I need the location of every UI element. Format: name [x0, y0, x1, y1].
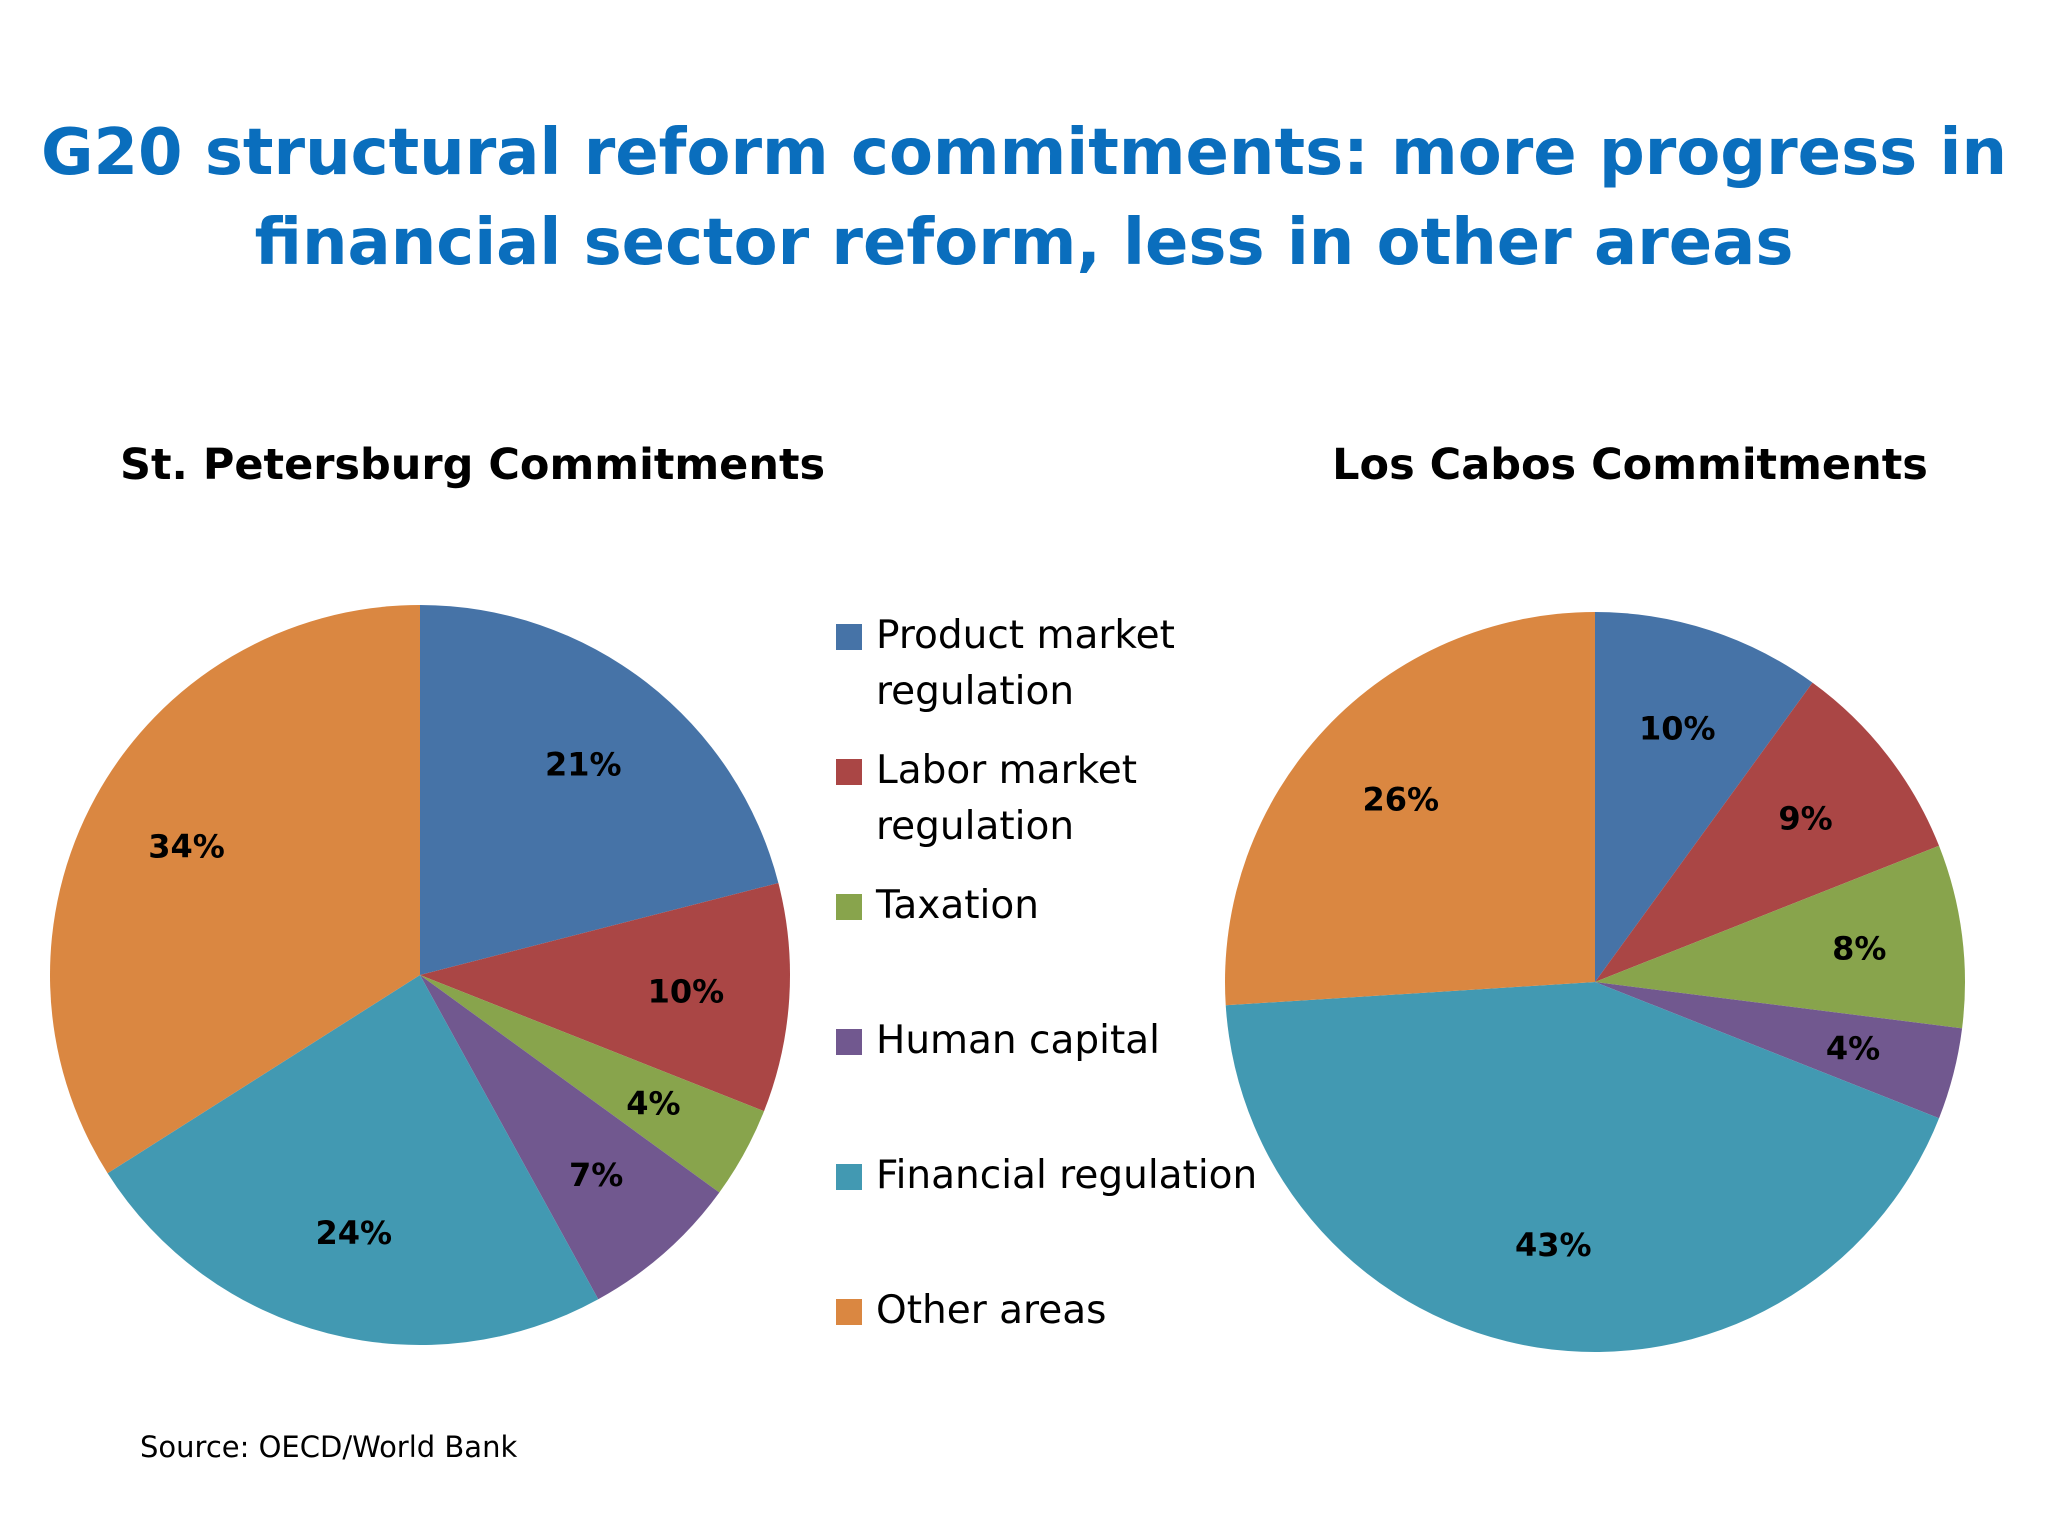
pie-slice-los-cabos-human-capital [1595, 982, 1963, 1119]
legend-swatch-human-capital [836, 1029, 862, 1055]
legend-swatch-other [836, 1299, 862, 1325]
legend-item-taxation: Taxation [836, 878, 1276, 934]
legend-label-taxation: Taxation [876, 883, 1039, 928]
pie-label-los-cabos-taxation: 8% [1832, 930, 1886, 968]
legend-swatch-taxation [836, 894, 862, 920]
chart-title-los-cabos: Los Cabos Commitments [1332, 440, 1928, 490]
pie-slice-los-cabos-financial [1225, 982, 1940, 1352]
pie-slice-st-petersburg-other [50, 605, 421, 1174]
pie-slice-los-cabos-labor-market [1595, 682, 1940, 982]
pie-slice-los-cabos-product-market [1595, 612, 1813, 982]
legend-label-labor-market: Labor market regulation [876, 748, 1138, 849]
legend-item-product-market: Product market regulation [836, 608, 1276, 720]
pie-chart-st-petersburg: 21% 10% 4%7% 24% 34% [50, 605, 791, 1345]
pie-label-st-petersburg-other: 34% [148, 828, 225, 866]
legend-item-labor-market: Labor market regulation [836, 743, 1276, 855]
slide-title: G20 structural reform commitments: more … [0, 108, 2048, 288]
pie-label-st-petersburg-financial: 24% [315, 1214, 392, 1252]
legend-swatch-product-market [836, 624, 862, 650]
legend-swatch-labor-market [836, 759, 862, 785]
legend-label-product-market: Product market regulation [876, 613, 1175, 714]
slide-title-line-1: G20 structural reform commitments: more … [40, 116, 2008, 190]
pie-label-st-petersburg-human-capital: 7% [569, 1156, 623, 1194]
pie-label-st-petersburg-taxation: 4% [626, 1084, 680, 1122]
pie-slice-st-petersburg-labor-market [420, 882, 791, 1112]
pie-slice-st-petersburg-taxation [420, 975, 765, 1193]
pie-slice-los-cabos-taxation [1595, 845, 1965, 1029]
legend-label-financial: Financial regulation [876, 1153, 1258, 1198]
legend-item-other: Other areas [836, 1283, 1276, 1339]
pie-label-los-cabos-product-market: 10% [1639, 710, 1716, 748]
pie-label-los-cabos-other: 26% [1363, 781, 1440, 819]
chart-title-st-petersburg: St. Petersburg Commitments [120, 440, 826, 490]
pie-slice-st-petersburg-product-market [420, 605, 779, 975]
slide-title-line-2: financial sector reform, less in other a… [254, 206, 1794, 280]
pie-slice-st-petersburg-financial [107, 975, 599, 1345]
pie-chart-los-cabos: 10% 9% 8% 4% 43% 26% [1225, 612, 1965, 1352]
pie-label-st-petersburg-labor-market: 10% [648, 973, 725, 1011]
pie-label-los-cabos-human-capital: 4% [1826, 1029, 1880, 1067]
legend-item-human-capital: Human capital [836, 1013, 1276, 1069]
pie-slice-los-cabos-other [1225, 612, 1595, 1006]
pie-label-st-petersburg-product-market: 21% [545, 746, 622, 784]
legend-label-other: Other areas [876, 1288, 1107, 1333]
pie-label-los-cabos-financial: 43% [1515, 1226, 1592, 1264]
pie-label-los-cabos-labor-market: 9% [1778, 800, 1832, 838]
legend-item-financial: Financial regulation [836, 1148, 1276, 1204]
source-note: Source: OECD/World Bank [140, 1430, 518, 1464]
legend-swatch-financial [836, 1164, 862, 1190]
pie-slice-st-petersburg-human-capital [420, 975, 720, 1300]
legend-label-human-capital: Human capital [876, 1018, 1161, 1063]
